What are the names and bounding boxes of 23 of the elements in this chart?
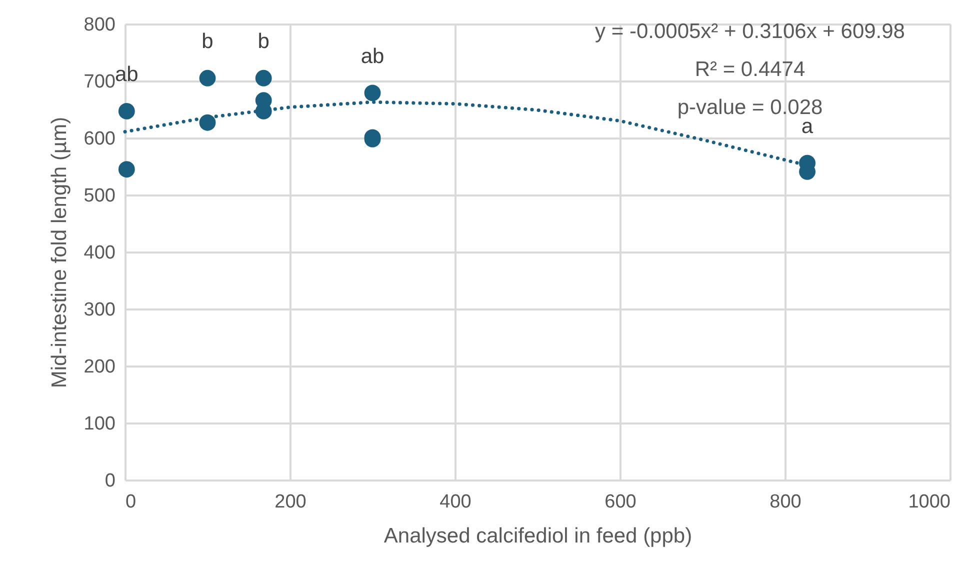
y-tick-label: 700 [84,72,116,92]
y-tick-label: 500 [84,186,116,206]
annotation: R² = 0.4474 [694,58,806,81]
y-axis-title: Mid-intestine fold length (µm) [48,116,71,388]
annotation: ab [360,44,384,68]
annotation: y = -0.0005x² + 0.3106x + 609.98 [595,20,905,43]
x-tick-label: 1000 [908,492,950,512]
y-tick-label: 300 [84,300,116,320]
x-axis-title: Analysed calcifediol in feed (ppb) [384,524,692,548]
x-tick-label: 400 [440,492,472,512]
y-tick-label: 0 [104,470,116,492]
annotation: b [202,30,214,54]
annotation: b [258,30,270,54]
x-tick-label: 200 [274,492,306,512]
x-tick-label: 0 [126,492,136,512]
y-tick-label: 100 [84,414,116,434]
y-tick-label: 800 [84,14,116,36]
y-tick-label: 600 [84,128,116,150]
annotation: ab [114,63,138,86]
y-tick-label: 400 [84,242,116,264]
y-tick-label: 200 [84,356,116,378]
x-tick-label: 600 [604,492,636,512]
x-tick-label: 800 [770,492,802,512]
